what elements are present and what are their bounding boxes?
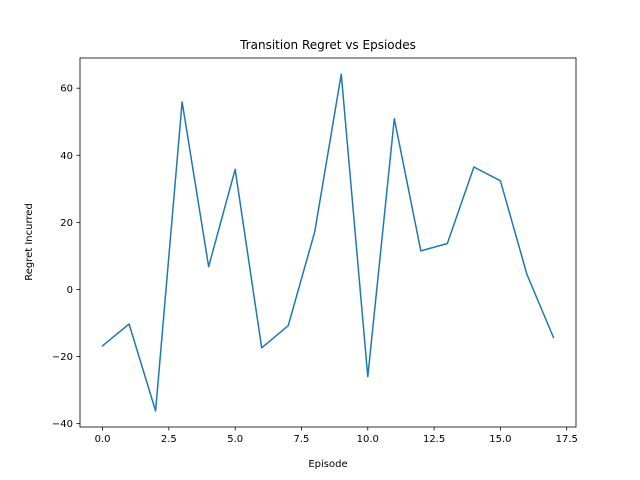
y-tick-label: 40 — [60, 151, 73, 162]
y-tick-label: 60 — [60, 84, 73, 95]
chart-title: Transition Regret vs Epsiodes — [239, 38, 416, 52]
plot-area: 0.0 2.5 5.0 7.5 10.0 12.5 15.0 17.5 −40 −20 0 20 40 6… — [52, 57, 578, 445]
x-tick-label: 7.5 — [294, 434, 310, 445]
series-line-0 — [101, 73, 555, 412]
x-axis-label: Episode — [308, 459, 347, 470]
axes-frame — [79, 57, 577, 428]
y-axis-label: Regret Incurred — [24, 203, 35, 281]
x-tick-label: 15.0 — [489, 434, 511, 445]
y-tick-label: 20 — [60, 218, 73, 229]
y-tick-label: −20 — [52, 352, 73, 363]
x-tick-label: 0.0 — [95, 434, 111, 445]
x-tick-label: 10.0 — [357, 434, 379, 445]
y-tick-label: 0 — [67, 285, 73, 296]
x-tick-label: 2.5 — [161, 434, 177, 445]
x-tick-label: 17.5 — [556, 434, 578, 445]
x-tick-label: 12.5 — [423, 434, 445, 445]
x-tick-label: 5.0 — [227, 434, 243, 445]
y-tick-label: −40 — [52, 419, 73, 430]
